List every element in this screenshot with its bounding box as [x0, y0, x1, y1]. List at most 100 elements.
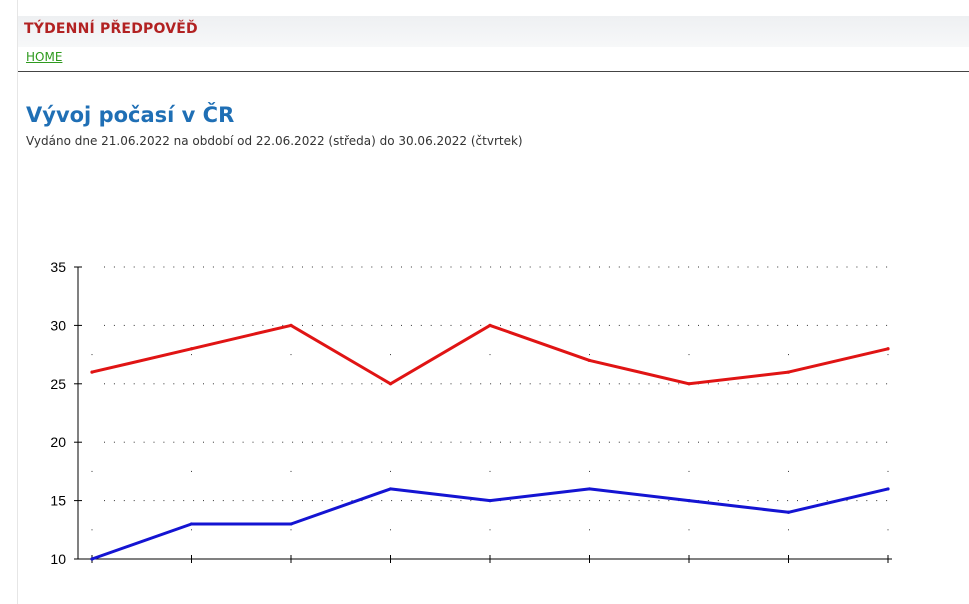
grid-dot: [242, 383, 244, 385]
grid-dot: [608, 266, 610, 268]
grid-dot: [589, 529, 590, 531]
grid-dot: [302, 500, 303, 502]
left-border: [17, 0, 18, 604]
grid-dot: [173, 441, 175, 443]
grid-dot: [887, 470, 889, 472]
header-bar: [18, 16, 969, 47]
grid-dot: [579, 383, 581, 385]
grid-dot: [410, 383, 412, 385]
grid-dot: [509, 324, 511, 326]
grid-dot: [717, 324, 719, 326]
grid-dot: [391, 324, 393, 326]
grid-dot: [183, 266, 185, 268]
grid-dot: [846, 500, 848, 502]
grid-dot: [698, 441, 699, 443]
grid-dot: [440, 500, 442, 502]
grid-dot: [648, 266, 650, 268]
grid-dot: [717, 500, 719, 502]
grid-dot: [737, 324, 739, 326]
grid-dot: [529, 500, 531, 502]
grid-dot: [539, 441, 541, 443]
grid-dot: [559, 500, 561, 502]
grid-dot: [232, 324, 234, 326]
grid-dot: [678, 383, 680, 385]
grid-dot: [262, 266, 264, 268]
grid-dot: [767, 324, 769, 326]
grid-dot: [371, 383, 373, 385]
grid-dot: [390, 529, 391, 531]
y-tick-label: 30: [50, 317, 66, 333]
grid-dot: [232, 441, 234, 443]
home-link[interactable]: HOME: [26, 50, 63, 64]
chart-axes: [74, 266, 892, 563]
grid-dot: [797, 324, 798, 326]
grid-dot: [361, 383, 363, 385]
grid-dot: [450, 266, 452, 268]
grid-dot: [262, 441, 264, 443]
grid-dot: [450, 500, 452, 502]
grid-dot: [509, 441, 511, 443]
grid-dot: [727, 500, 729, 502]
grid-dot: [203, 500, 204, 502]
grid-dot: [658, 383, 660, 385]
grid-dot: [579, 500, 581, 502]
grid-dot: [747, 324, 749, 326]
grid-dot: [311, 324, 313, 326]
grid-dot: [737, 500, 739, 502]
data-point: [886, 347, 890, 351]
data-point: [189, 347, 194, 351]
grid-dot: [361, 324, 363, 326]
grid-dot: [816, 266, 818, 268]
grid-dot: [173, 266, 175, 268]
grid-dot: [886, 324, 888, 326]
grid-dot: [371, 441, 373, 443]
grid-dot: [519, 324, 521, 326]
grid-dot: [292, 383, 294, 385]
grid-dot: [290, 470, 292, 472]
grid-dot: [222, 324, 224, 326]
grid-dot: [341, 500, 343, 502]
grid-dot: [529, 324, 531, 326]
grid-dot: [351, 441, 353, 443]
grid-dot: [252, 383, 254, 385]
grid-dot: [688, 441, 690, 443]
grid-dot: [341, 324, 343, 326]
grid-dot: [133, 500, 135, 502]
grid-dot: [430, 324, 432, 326]
grid-dot: [569, 324, 571, 326]
chart-grid: [91, 266, 889, 560]
grid-dot: [302, 266, 303, 268]
grid-dot: [212, 324, 214, 326]
grid-dot: [212, 441, 214, 443]
grid-dot: [757, 324, 759, 326]
grid-dot: [331, 441, 333, 443]
data-point: [786, 510, 791, 514]
grid-dot: [836, 383, 838, 385]
grid-dot: [351, 500, 353, 502]
grid-dot: [747, 500, 749, 502]
grid-dot: [341, 266, 343, 268]
grid-dot: [490, 441, 492, 443]
grid-dot: [440, 324, 442, 326]
grid-dot: [292, 441, 294, 443]
grid-dot: [222, 441, 224, 443]
grid-dot: [737, 383, 739, 385]
grid-dot: [470, 266, 472, 268]
grid-dot: [856, 266, 858, 268]
grid-dot: [678, 324, 680, 326]
grid-dot: [767, 266, 769, 268]
grid-dot: [331, 324, 333, 326]
grid-dot: [390, 470, 391, 472]
grid-dot: [282, 324, 284, 326]
issued-info: Vydáno dne 21.06.2022 na období od 22.06…: [26, 134, 523, 148]
grid-dot: [163, 383, 165, 385]
grid-dot: [191, 529, 192, 531]
grid-dot: [351, 383, 353, 385]
grid-dot: [688, 266, 690, 268]
grid-dot: [381, 500, 383, 502]
grid-dot: [797, 500, 798, 502]
grid-dot: [311, 266, 313, 268]
grid-dot: [797, 383, 798, 385]
grid-dot: [460, 266, 462, 268]
grid-dot: [648, 383, 650, 385]
